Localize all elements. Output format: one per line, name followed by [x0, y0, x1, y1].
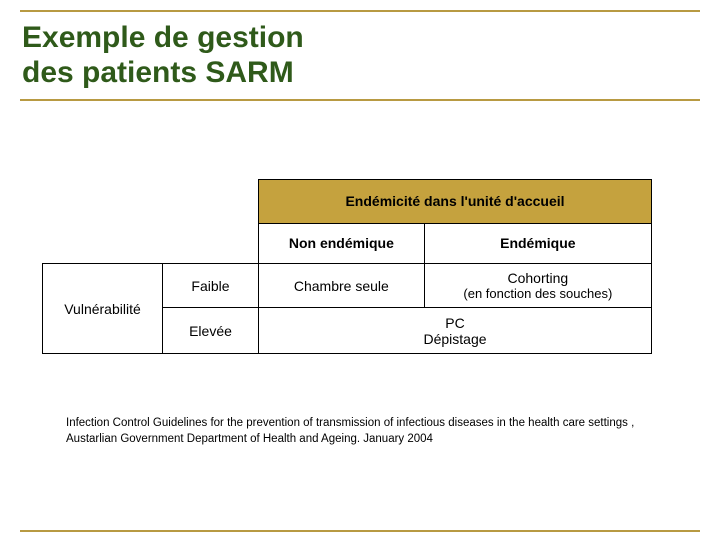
footer-rule	[20, 530, 700, 532]
cell-r1c2-main: Cohorting	[431, 270, 645, 286]
cell-r2-line2: Dépistage	[265, 331, 645, 347]
matrix-table: Endémicité dans l'unité d'accueil Non en…	[42, 179, 652, 355]
citation-line2: Austarlian Government Department of Heal…	[66, 433, 433, 445]
title-line-1: Exemple de gestion	[22, 21, 304, 54]
cell-r2-line1: PC	[265, 315, 645, 331]
row2-label: Elevée	[163, 308, 259, 354]
citation-line1: Infection Control Guidelines for the pre…	[66, 417, 634, 429]
slide-title: Exemple de gestion des patients SARM	[20, 10, 700, 101]
citation: Infection Control Guidelines for the pre…	[66, 416, 656, 447]
cell-r1c2: Cohorting (en fonction des souches)	[424, 263, 651, 308]
row1-label: Faible	[163, 263, 259, 308]
col-header-1: Non endémique	[259, 223, 425, 263]
cell-r1c1: Chambre seule	[259, 263, 425, 308]
col-header-2: Endémique	[424, 223, 651, 263]
cell-r1c2-note: (en fonction des souches)	[431, 286, 645, 302]
header-band: Endémicité dans l'unité d'accueil	[259, 179, 652, 223]
title-line-2: des patients SARM	[22, 56, 294, 89]
row-label-vulnerability: Vulnérabilité	[43, 263, 163, 354]
cell-r2-merged: PC Dépistage	[259, 308, 652, 354]
